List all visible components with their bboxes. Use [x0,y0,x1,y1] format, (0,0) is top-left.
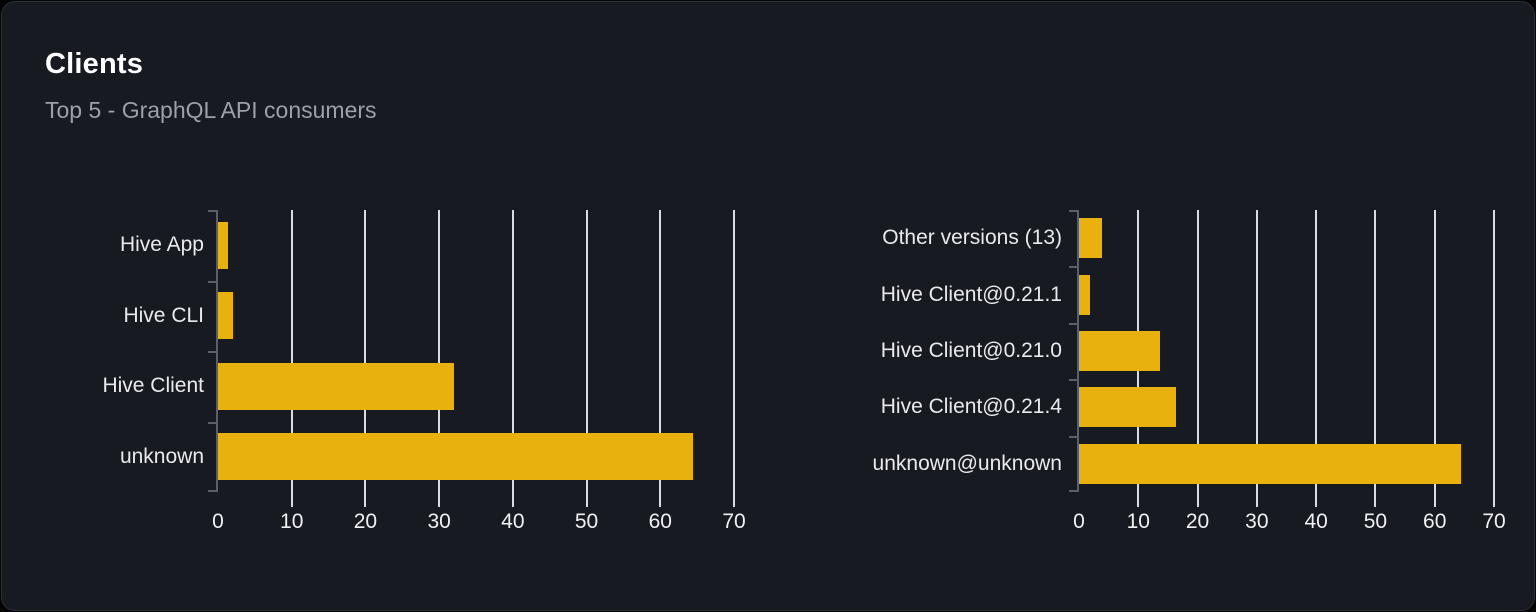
gridline [1374,210,1377,507]
y-tick [1069,435,1077,438]
category-label: unknown [119,444,204,468]
bar[interactable] [218,433,693,481]
gridline [511,210,514,507]
x-tick-label: 20 [353,510,378,533]
gridline [659,210,662,507]
category-label: Hive Client@0.21.1 [880,282,1062,306]
y-tick [208,421,216,424]
gridline [1315,210,1318,507]
x-tick-label: 10 [1126,510,1150,533]
plot-area: 0 10 20 30 40 50 60 70 [208,210,746,533]
clients-chart: Hive App Hive CLI Hive Client unknown 0 10 20 3… [54,210,746,547]
client-versions-chart: Other versions (13) Hive Client@0.21.1 Hiv… [844,210,1506,547]
gridline [1255,210,1258,507]
category-label: Hive App [119,233,204,257]
bar[interactable] [1079,387,1176,428]
y-tick [1069,210,1077,212]
x-tick-label: 50 [574,510,599,533]
x-tick-label: 20 [1185,510,1210,533]
gridline [290,210,293,507]
y-tick [1069,490,1077,492]
bar[interactable] [1079,443,1461,484]
category-label: Hive CLI [123,303,204,327]
x-tick-label: 40 [1304,510,1328,533]
bar[interactable] [218,292,234,340]
gridline [1493,210,1495,507]
x-tick-label: 60 [1423,510,1447,533]
category-label: Hive Client@0.21.0 [880,338,1062,362]
category-label: Other versions (13) [882,226,1062,250]
y-tick [208,490,216,492]
y-tick [208,210,216,212]
gridline [438,210,441,507]
y-tick [208,351,216,353]
plot-area: 0 10 20 30 40 50 60 70 [1069,210,1506,533]
bar[interactable] [218,221,229,269]
category-label: unknown@unknown [872,451,1062,475]
x-tick-label: 70 [1482,510,1506,533]
bar[interactable] [1079,218,1102,259]
x-tick-label: 30 [1245,510,1269,533]
bar[interactable] [1079,274,1090,315]
panel-subtitle: Top 5 - GraphQL API consumers [45,97,377,123]
y-tick [1069,322,1077,325]
x-tick-label: 30 [427,510,451,533]
x-tick-label: 50 [1363,510,1388,533]
y-tick [1069,379,1077,382]
x-tick-label: 10 [280,510,304,533]
x-tick-label: 60 [648,510,672,533]
x-tick-label: 0 [212,510,224,533]
gridline [1196,210,1199,507]
gridline [585,210,588,507]
x-tick-label: 70 [722,510,746,533]
gridline [1433,210,1436,507]
gridline [733,210,735,507]
y-tick [1069,266,1077,269]
x-tick-label: 40 [501,510,525,533]
category-label: Hive Client [102,374,204,398]
y-tick [208,280,216,283]
bar[interactable] [1079,331,1160,371]
x-tick-label: 0 [1073,510,1085,533]
gridline [364,210,367,507]
panel-title: Clients [45,48,144,80]
bar[interactable] [218,362,454,410]
category-label: Hive Client@0.21.4 [880,395,1062,419]
